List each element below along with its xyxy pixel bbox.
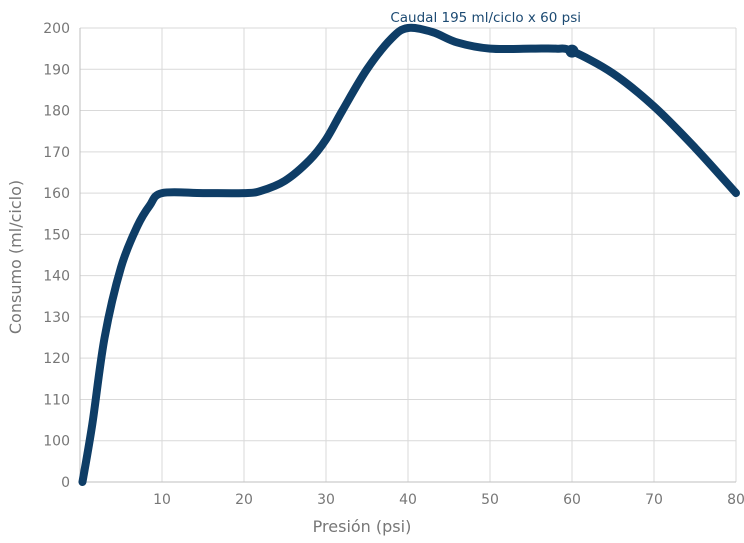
y-tick-label: 160 [43,186,70,202]
x-tick-label: 20 [235,492,253,508]
y-tick-label: 200 [43,21,70,37]
series [78,23,740,486]
y-axis-title: Consumo (ml/ciclo) [6,180,25,334]
y-tick-label: 100 [43,434,70,450]
series-line [78,23,740,486]
y-tick-label: 0 [61,475,70,491]
y-tick-label: 150 [43,227,70,243]
x-tick-label: 10 [153,492,171,508]
x-tick-label: 60 [563,492,581,508]
x-tick-label: 80 [727,492,744,508]
annotation-point [565,44,579,58]
y-tick-label: 140 [43,269,70,285]
annotation-label: Caudal 195 ml/ciclo x 60 psi [390,10,581,26]
x-tick-label: 70 [645,492,663,508]
tick-labels: 0 100 110 120 130 140 150 160 170 180 190 200 10 20 30… [43,21,744,508]
x-tick-label: 50 [481,492,499,508]
x-tick-label: 40 [399,492,417,508]
grid [80,27,737,482]
axes [79,28,736,483]
y-tick-label: 120 [43,351,70,367]
annotation: Caudal 195 ml/ciclo x 60 psi [390,10,581,58]
x-axis-title: Presión (psi) [313,517,412,536]
y-tick-label: 110 [43,392,70,408]
y-tick-label: 180 [43,104,70,120]
y-tick-label: 190 [43,62,70,78]
y-tick-label: 170 [43,145,70,161]
y-tick-label: 130 [43,310,70,326]
x-tick-label: 30 [317,492,335,508]
